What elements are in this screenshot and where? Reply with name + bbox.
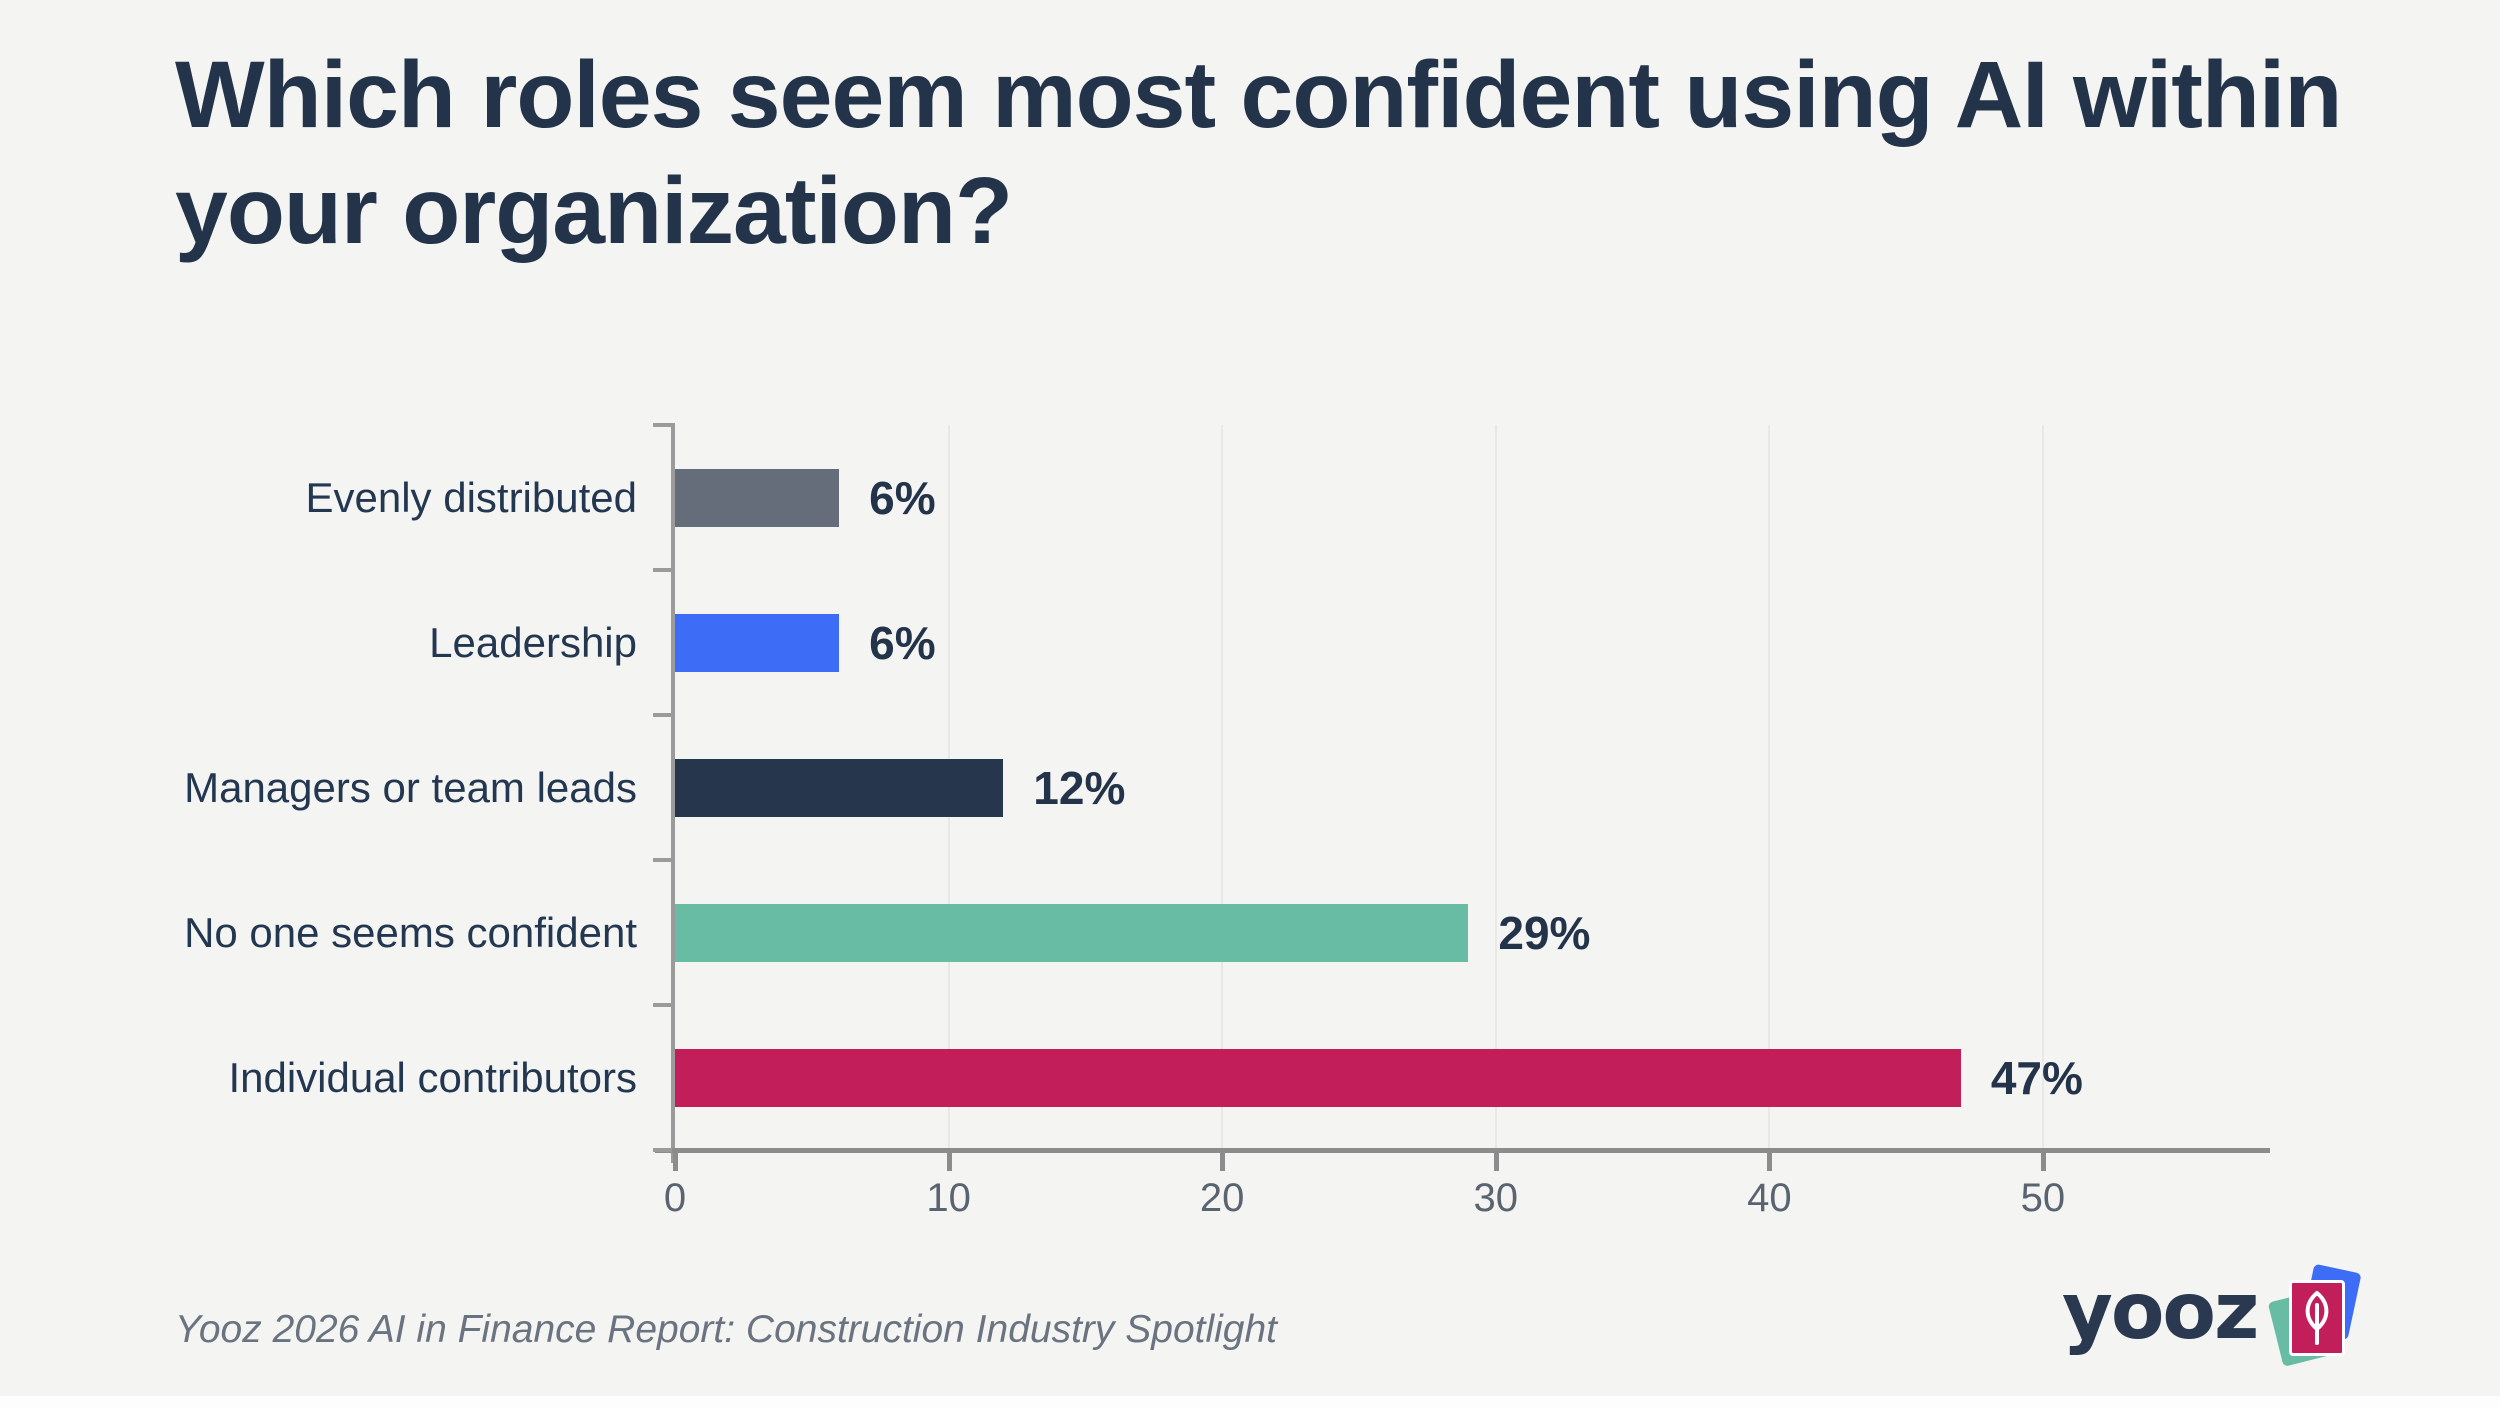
yooz-cards-leaf-icon — [2268, 1263, 2362, 1370]
x-tick-0 — [673, 1148, 678, 1171]
y-tick-4 — [653, 1003, 672, 1007]
leaf-icon — [2306, 1291, 2329, 1345]
gridline-30 — [1494, 425, 1497, 1150]
x-tick-label-20: 20 — [1199, 1176, 1245, 1220]
yooz-logo: yooz — [2062, 1263, 2362, 1370]
gridline-20 — [1221, 425, 1224, 1150]
y-tick-1 — [653, 568, 672, 572]
x-tick-20 — [1220, 1148, 1226, 1171]
gridline-40 — [1768, 425, 1771, 1150]
y-tick-0 — [653, 423, 672, 427]
category-label: Leadership — [429, 618, 637, 666]
logo-card-front — [2289, 1280, 2346, 1356]
category-label: No one seems confident — [184, 908, 637, 956]
category-label: Individual contributors — [228, 1053, 637, 1101]
y-tick-5 — [653, 1148, 672, 1152]
x-tick-30 — [1493, 1148, 1499, 1171]
value-label: 12% — [1033, 761, 1126, 814]
y-tick-2 — [653, 713, 672, 717]
bar — [675, 1048, 1961, 1107]
x-tick-label-10: 10 — [926, 1176, 971, 1220]
category-label: Evenly distributed — [305, 473, 637, 521]
y-axis-line — [671, 423, 675, 1163]
x-tick-10 — [946, 1148, 952, 1171]
y-tick-3 — [653, 858, 672, 862]
source-caption: Yooz 2026 AI in Finance Report: Construc… — [175, 1308, 1278, 1351]
bar — [675, 758, 1004, 817]
x-tick-label-30: 30 — [1473, 1176, 1519, 1220]
x-tick-label-0: 0 — [663, 1176, 687, 1220]
x-tick-50 — [2040, 1148, 2046, 1171]
bar — [675, 903, 1469, 962]
x-tick-label-50: 50 — [2020, 1176, 2066, 1220]
value-label: 29% — [1498, 906, 1591, 959]
bottom-edge — [0, 1396, 2500, 1408]
gridline-50 — [2041, 425, 2044, 1150]
value-label: 6% — [869, 616, 936, 669]
page-title: Which roles seem most confident using AI… — [175, 42, 2342, 264]
x-tick-40 — [1767, 1148, 1773, 1171]
category-label: Managers or team leads — [184, 763, 637, 811]
x-tick-label-40: 40 — [1747, 1176, 1792, 1220]
yooz-logo-text: yooz — [2062, 1267, 2259, 1357]
bar — [675, 468, 840, 527]
x-axis-line — [655, 1148, 2270, 1153]
bar — [675, 613, 840, 672]
value-label: 47% — [1990, 1051, 2083, 1104]
value-label: 6% — [869, 471, 936, 524]
